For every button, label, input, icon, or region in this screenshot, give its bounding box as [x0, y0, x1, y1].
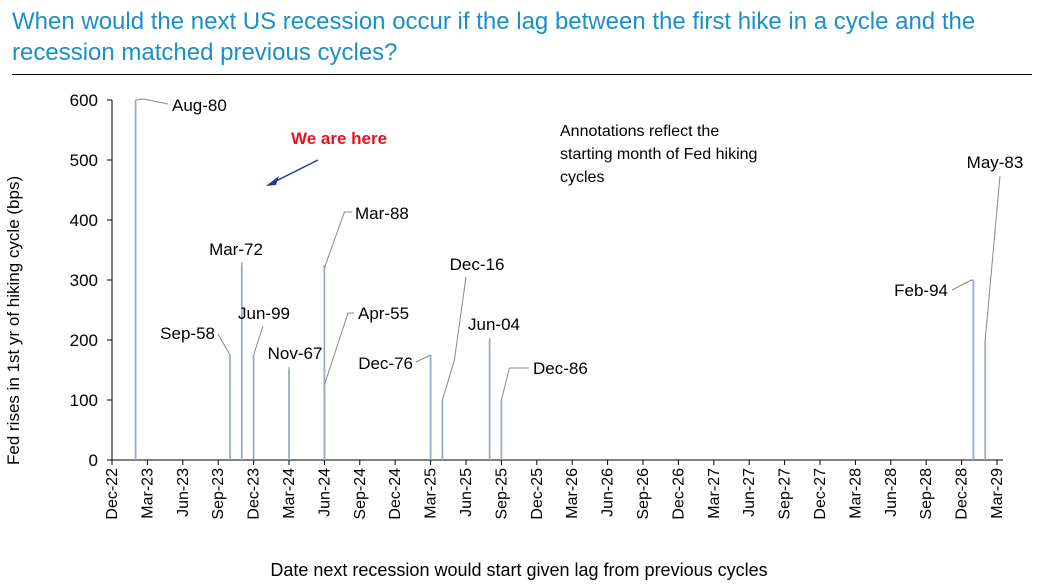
bar	[288, 370, 290, 460]
x-tick-label: Dec-22	[104, 468, 121, 520]
x-tick-label: Sep-26	[635, 468, 652, 520]
x-tick-label: Mar-29	[989, 468, 1006, 519]
bar	[134, 100, 137, 460]
bar-label: Mar-88	[355, 204, 409, 223]
x-tick-label: Dec-28	[954, 468, 971, 520]
annotation-note: Annotations reflect the starting month o…	[560, 123, 758, 186]
leader-line	[951, 279, 974, 291]
x-tick-label: Mar-25	[423, 468, 440, 519]
leader-line	[253, 325, 264, 356]
bar	[252, 355, 255, 460]
bar-label: May-83	[967, 153, 1024, 172]
leader-line	[217, 333, 231, 356]
bar	[240, 265, 243, 460]
x-tick-label: Mar-27	[706, 468, 723, 519]
bar-label: Nov-67	[268, 344, 323, 363]
leader-line	[500, 367, 529, 401]
bar	[500, 400, 503, 460]
leader-line	[984, 175, 1001, 341]
bar	[984, 340, 987, 460]
bar-label: Dec-16	[450, 255, 505, 274]
y-tick-label: 600	[70, 91, 98, 110]
x-tick-label: Jun-25	[458, 468, 475, 517]
bar-label: Aug-80	[172, 96, 227, 115]
x-tick-label: Mar-26	[564, 468, 581, 519]
bar-label: Sep-58	[160, 324, 215, 343]
bar	[429, 355, 432, 460]
x-tick-label: Dec-24	[387, 468, 404, 520]
x-axis-label: Date next recession would start given la…	[270, 560, 768, 580]
x-tick-label: Dec-23	[246, 468, 263, 520]
x-tick-label: Dec-25	[529, 468, 546, 520]
x-tick-label: Jun-24	[316, 468, 333, 517]
bar-label: Jun-04	[468, 315, 520, 334]
leader-line	[415, 354, 431, 363]
bar	[488, 340, 491, 460]
x-tick-label: Sep-23	[210, 468, 227, 520]
x-tick-label: Mar-24	[281, 468, 298, 519]
title-divider	[12, 74, 1032, 75]
we-are-here-label: We are here	[291, 129, 387, 148]
y-tick-label: 500	[70, 151, 98, 170]
x-tick-label: Sep-28	[918, 468, 935, 520]
leader-line	[441, 276, 467, 401]
y-tick-label: 100	[70, 391, 98, 410]
x-tick-label: Mar-28	[847, 468, 864, 519]
bar-label: Feb-94	[894, 281, 948, 300]
y-tick-label: 0	[89, 451, 98, 470]
y-tick-label: 200	[70, 331, 98, 350]
bar	[441, 400, 444, 460]
y-tick-label: 300	[70, 271, 98, 290]
x-tick-label: Sep-25	[493, 468, 510, 520]
bar-label: Apr-55	[358, 304, 409, 323]
x-tick-label: Dec-26	[670, 468, 687, 520]
x-tick-label: Jun-23	[175, 468, 192, 517]
we-are-here-arrowhead	[266, 176, 279, 186]
x-tick-label: Sep-27	[777, 468, 794, 520]
x-tick-label: Sep-24	[352, 468, 369, 520]
chart-title: When would the next US recession occur i…	[12, 8, 976, 66]
bar-label: Dec-76	[358, 354, 413, 373]
bar	[229, 355, 231, 460]
bar	[323, 265, 326, 460]
we-are-here-arrow-line	[273, 159, 319, 183]
bar	[323, 385, 326, 460]
leader-line	[323, 211, 352, 269]
y-tick-label: 400	[70, 211, 98, 230]
x-tick-label: Dec-27	[812, 468, 829, 520]
bar-label: Jun-99	[238, 304, 290, 323]
x-tick-label: Mar-23	[139, 468, 156, 519]
bar	[972, 280, 975, 460]
leader-line	[323, 312, 354, 386]
leader-line	[135, 98, 169, 105]
x-tick-label: Jun-26	[600, 468, 617, 517]
x-tick-label: Jun-28	[883, 468, 900, 517]
bar-label: Mar-72	[209, 240, 263, 259]
x-tick-label: Jun-27	[741, 468, 758, 517]
bar-label: Dec-86	[533, 359, 588, 378]
